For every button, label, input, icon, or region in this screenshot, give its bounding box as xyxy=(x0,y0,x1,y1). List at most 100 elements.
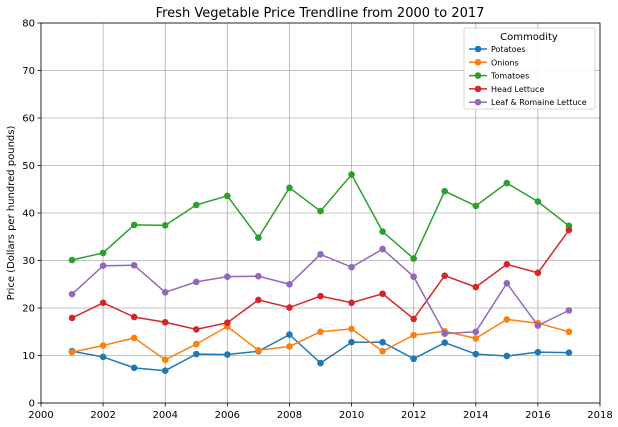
data-point-leaf-romaine-lettuce xyxy=(441,330,449,337)
data-point-leaf-romaine-lettuce xyxy=(161,289,169,296)
data-point-potatoes xyxy=(534,348,542,356)
data-point-leaf-romaine-lettuce xyxy=(99,262,107,270)
data-point-potatoes xyxy=(379,338,386,346)
legend-marker-leaf-romaine-lettuce xyxy=(474,98,482,106)
data-point-head-lettuce xyxy=(441,272,449,280)
data-point-head-lettuce xyxy=(317,292,324,300)
data-point-tomatoes xyxy=(255,234,262,241)
y-axis-label: Price (Dollars per hundred pounds) xyxy=(6,126,17,301)
y-tick-label: 30 xyxy=(22,256,35,267)
data-point-leaf-romaine-lettuce xyxy=(503,280,511,287)
data-point-head-lettuce xyxy=(130,313,138,321)
legend-marker-potatoes xyxy=(474,45,482,53)
data-point-potatoes xyxy=(317,359,324,367)
data-point-head-lettuce xyxy=(534,269,542,277)
legend-marker-tomatoes xyxy=(474,72,482,79)
data-point-leaf-romaine-lettuce xyxy=(472,328,480,336)
x-tick-label: 2016 xyxy=(525,410,550,421)
data-point-tomatoes xyxy=(68,256,76,264)
data-point-onions xyxy=(317,328,324,336)
legend-marker-head-lettuce xyxy=(474,85,482,93)
data-point-leaf-romaine-lettuce xyxy=(379,245,386,253)
legend-box xyxy=(463,27,596,110)
data-point-onions xyxy=(161,356,169,364)
data-point-onions xyxy=(286,343,293,350)
legend-title: Commodity xyxy=(500,32,558,43)
y-tick-label: 0 xyxy=(29,399,35,410)
data-point-onions xyxy=(410,331,417,339)
data-point-leaf-romaine-lettuce xyxy=(410,273,417,280)
data-point-leaf-romaine-lettuce xyxy=(286,280,293,288)
data-point-potatoes xyxy=(472,350,480,358)
data-point-tomatoes xyxy=(503,179,511,187)
data-point-tomatoes xyxy=(410,255,417,262)
series-potatoes xyxy=(68,331,573,375)
data-point-tomatoes xyxy=(472,202,480,210)
legend-marker-onions xyxy=(474,59,482,66)
data-point-head-lettuce xyxy=(410,315,417,323)
data-point-onions xyxy=(472,335,480,342)
data-point-potatoes xyxy=(130,364,138,372)
data-point-leaf-romaine-lettuce xyxy=(534,322,542,329)
legend-label-onions: Onions xyxy=(491,58,519,67)
series-line-onions xyxy=(71,318,570,361)
y-tick-label: 40 xyxy=(22,209,35,220)
data-point-tomatoes xyxy=(534,198,542,205)
data-point-leaf-romaine-lettuce xyxy=(348,263,355,271)
data-point-potatoes xyxy=(503,352,511,360)
data-point-head-lettuce xyxy=(286,304,293,311)
data-point-potatoes xyxy=(99,353,107,361)
series-head-lettuce xyxy=(68,226,573,333)
data-point-head-lettuce xyxy=(99,299,107,307)
y-tick-label: 80 xyxy=(22,19,35,30)
data-point-potatoes xyxy=(286,331,293,338)
y-tick-label: 20 xyxy=(22,304,35,315)
data-point-tomatoes xyxy=(161,222,169,229)
series-tomatoes xyxy=(68,171,573,264)
data-point-head-lettuce xyxy=(472,283,480,291)
legend-items: Potatoes Onions Tomatoes Head Lettuce Leaf &… xyxy=(469,45,587,107)
data-point-tomatoes xyxy=(441,187,449,195)
data-point-tomatoes xyxy=(192,201,200,209)
data-point-tomatoes xyxy=(224,192,231,200)
data-point-tomatoes xyxy=(99,249,107,257)
data-point-head-lettuce xyxy=(255,296,262,304)
x-tick-label: 2010 xyxy=(339,410,364,421)
data-point-head-lettuce xyxy=(224,319,231,327)
data-point-onions xyxy=(130,334,138,342)
x-tick-label: 2006 xyxy=(215,410,240,421)
x-tick-label: 2018 xyxy=(587,410,612,421)
series-leaf-romaine-lettuce xyxy=(68,245,573,337)
data-point-onions xyxy=(379,347,386,355)
data-point-leaf-romaine-lettuce xyxy=(68,290,76,298)
x-tick-label: 2014 xyxy=(463,410,488,421)
series-line-tomatoes xyxy=(71,173,570,261)
data-point-onions xyxy=(68,348,76,356)
data-point-tomatoes xyxy=(317,207,324,215)
legend-label-leaf-romaine-lettuce: Leaf & Romaine Lettuce xyxy=(491,98,587,107)
series-layer xyxy=(68,171,573,375)
legend-label-potatoes: Potatoes xyxy=(491,45,526,54)
x-tick-label: 2002 xyxy=(90,410,115,421)
data-point-leaf-romaine-lettuce xyxy=(130,261,138,269)
data-point-onions xyxy=(255,346,262,354)
data-point-tomatoes xyxy=(130,221,138,229)
data-point-onions xyxy=(192,340,200,348)
data-point-potatoes xyxy=(565,349,573,356)
legend-label-tomatoes: Tomatoes xyxy=(490,72,529,81)
data-point-potatoes xyxy=(410,355,417,363)
data-point-potatoes xyxy=(348,338,355,346)
data-point-leaf-romaine-lettuce xyxy=(317,251,324,258)
y-tick-label: 50 xyxy=(22,161,35,172)
data-point-onions xyxy=(503,316,511,323)
y-tick-label: 10 xyxy=(22,351,35,362)
data-point-head-lettuce xyxy=(565,226,573,234)
data-point-leaf-romaine-lettuce xyxy=(224,273,231,280)
data-point-leaf-romaine-lettuce xyxy=(255,272,262,280)
series-line-leaf-romaine-lettuce xyxy=(71,248,570,335)
data-point-leaf-romaine-lettuce xyxy=(192,278,200,286)
data-point-head-lettuce xyxy=(161,318,169,326)
legend-label-head-lettuce: Head Lettuce xyxy=(491,85,544,94)
data-point-head-lettuce xyxy=(192,326,200,333)
